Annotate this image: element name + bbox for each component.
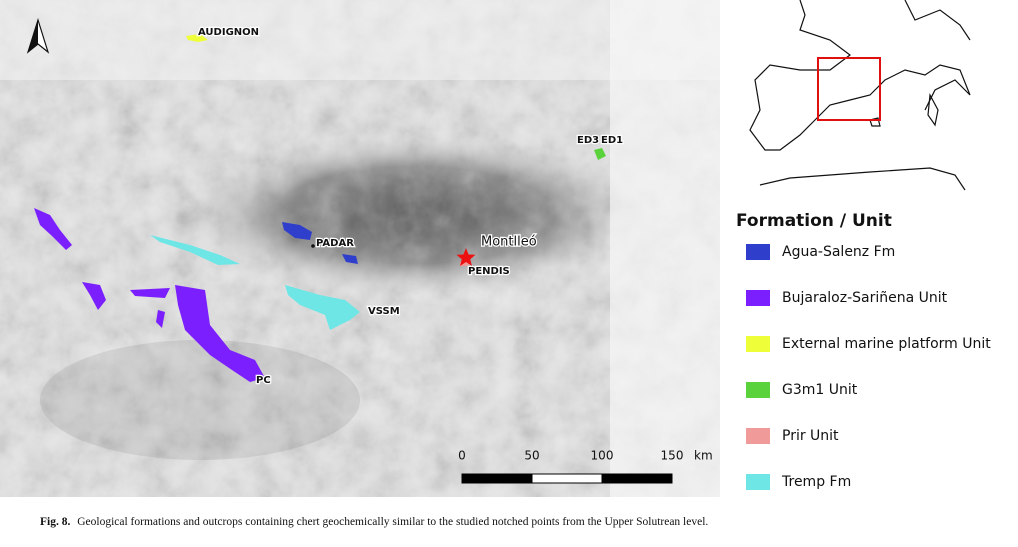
legend-swatch (746, 428, 770, 444)
relief-map: AUDIGNON ED3 ED1 PADAR PENDIS VSSM PC Mo… (0, 0, 720, 497)
caption-label: Fig. 8. (40, 516, 70, 528)
site-label: AUDIGNON (198, 27, 259, 38)
outcrop (594, 148, 606, 160)
caption: Fig. 8. Geological formations and outcro… (40, 516, 708, 528)
legend-swatch (746, 336, 770, 352)
outcrop (34, 208, 72, 250)
legend-swatch (746, 474, 770, 490)
site-label: ED3 (577, 135, 599, 146)
outcrop (285, 285, 360, 330)
site-label: PC (256, 375, 271, 386)
scale-segment (601, 473, 673, 484)
scale-unit: km (694, 449, 713, 463)
outcrop (342, 254, 358, 264)
outcrop (150, 235, 240, 265)
legend-title: Formation / Unit (736, 211, 892, 231)
scale-label: 150 (661, 449, 684, 463)
outcrop (175, 285, 265, 382)
legend: Agua-Salenz Fm Bujaraloz-Sariñena Unit Ext… (746, 244, 991, 490)
legend-label: External marine platform Unit (782, 336, 991, 352)
scale-segment (461, 473, 533, 484)
reference-star (456, 248, 476, 266)
scale-bar: 0 50 100 150 km (458, 449, 713, 484)
outcrop (130, 288, 170, 298)
legend-swatch (746, 382, 770, 398)
site-label: PADAR (316, 238, 354, 249)
legend-label: Agua-Salenz Fm (782, 244, 895, 260)
legend-label: Bujaraloz-Sariñena Unit (782, 290, 948, 306)
reference-site-label: Montlleó (481, 235, 537, 250)
legend-label: Tremp Fm (781, 474, 851, 490)
outcrop (282, 222, 312, 240)
scale-label: 50 (524, 449, 539, 463)
site-label: VSSM (368, 306, 400, 317)
caption-text: Geological formations and outcrops conta… (77, 516, 708, 528)
scale-label: 100 (591, 449, 614, 463)
legend-label: Prir Unit (782, 428, 839, 444)
legend-swatch (746, 290, 770, 306)
site-label: ED1 (601, 135, 623, 146)
outcrop (156, 310, 165, 328)
scale-label: 0 (458, 449, 466, 463)
scale-segment (531, 473, 603, 484)
site-label: PENDIS (468, 266, 510, 277)
legend-swatch (746, 244, 770, 260)
legend-label: G3m1 Unit (782, 382, 858, 398)
inset-map (749, 0, 971, 191)
outcrop (82, 282, 106, 310)
outcrop (186, 34, 208, 42)
